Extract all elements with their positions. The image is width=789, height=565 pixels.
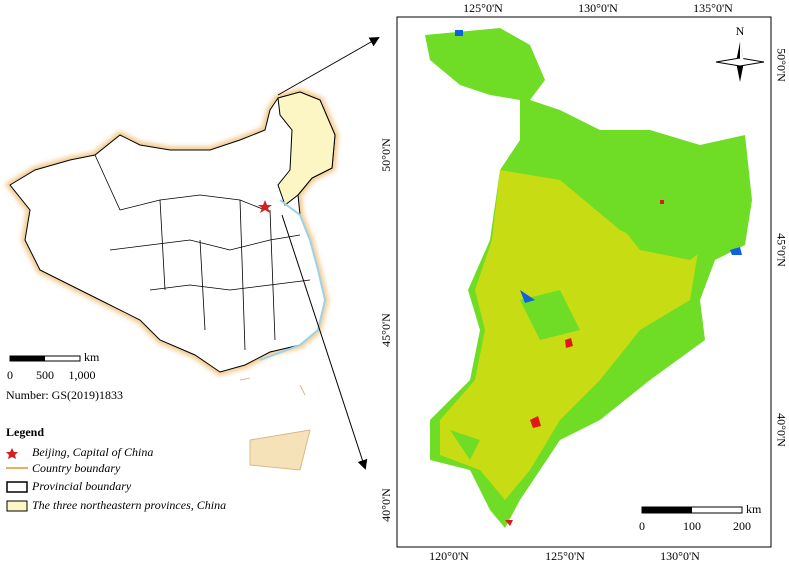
scale-label: 500 <box>36 368 54 382</box>
scale-label: 1,000 <box>69 368 96 382</box>
lon-label: 130°0'N <box>660 549 700 563</box>
china-map <box>4 88 339 471</box>
map-number: Number: GS(2019)1833 <box>6 388 123 402</box>
legend-box <box>6 500 28 512</box>
beijing-star <box>258 200 272 213</box>
scale-bar <box>642 507 692 513</box>
legend-item: The three northeastern provinces, China <box>32 498 226 512</box>
lat-label: 40°0'N <box>774 413 788 447</box>
legend-box <box>6 481 28 493</box>
scale-label: 200 <box>733 519 751 533</box>
scale-label: 0 <box>639 519 645 533</box>
scale-unit: km <box>84 350 100 364</box>
lat-label: 40°0'N <box>379 488 393 522</box>
lat-label: 135°0'N <box>693 1 733 15</box>
lat-label: 125°0'N <box>463 1 503 15</box>
arrow <box>281 214 368 470</box>
lat-label: 130°0'N <box>578 1 618 15</box>
arrow <box>277 37 380 96</box>
lat-label: 45°0'N <box>774 233 788 267</box>
north-label: N <box>736 24 745 38</box>
north-arrow <box>715 42 765 82</box>
scale-label: 0 <box>7 368 13 382</box>
legend-item: Provincial boundary <box>31 479 132 493</box>
legend-item: Beijing, Capital of China <box>32 445 153 459</box>
lon-label: 125°0'N <box>545 549 585 563</box>
scale-bar <box>10 356 45 361</box>
scale-unit: km <box>746 502 762 516</box>
lat-label: 50°0'N <box>774 48 788 82</box>
lat-label: 45°0'N <box>379 313 393 347</box>
lon-label: 120°0'N <box>429 549 469 563</box>
legend-item: Country boundary <box>32 461 121 475</box>
legend-title: Legend <box>6 425 44 439</box>
lat-label: 50°0'N <box>379 138 393 172</box>
scale-label: 100 <box>683 519 701 533</box>
legend-star <box>6 448 18 459</box>
land-cover <box>425 28 752 528</box>
